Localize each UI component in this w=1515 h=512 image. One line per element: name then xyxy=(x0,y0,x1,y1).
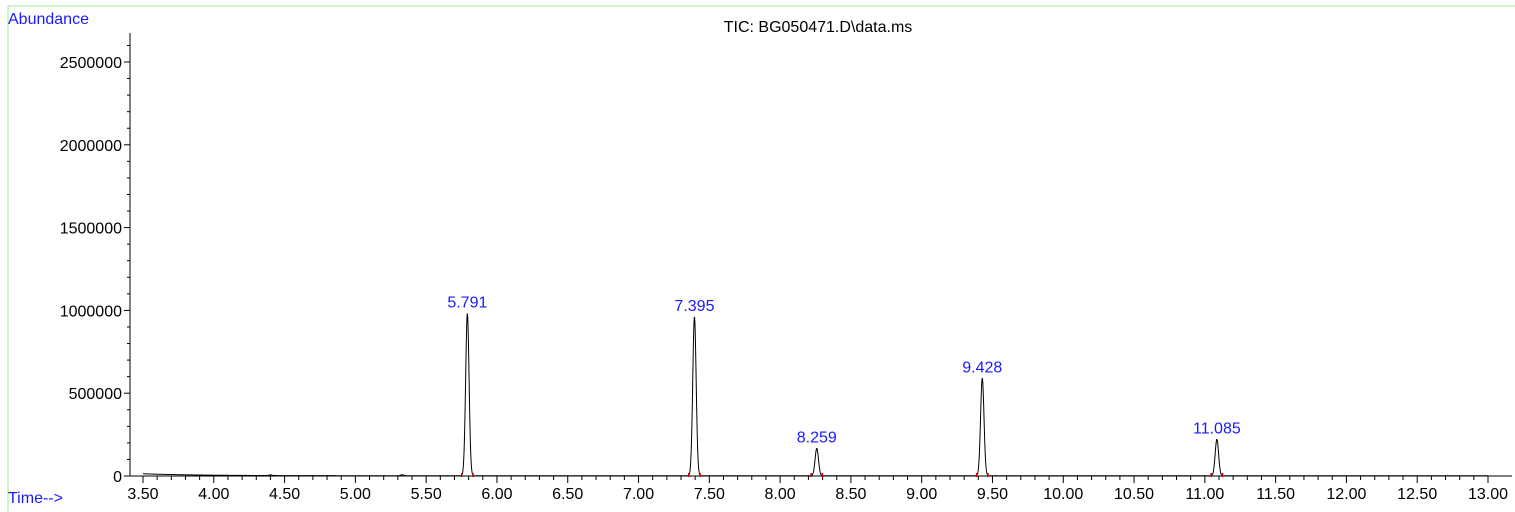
axes: 0 500000 1000000 1500000 2000000 2500000 3.50 4… xyxy=(60,33,1512,503)
x-axis-label: Time--> xyxy=(8,490,63,507)
tic-trace-line xyxy=(142,313,1488,477)
chart-frame xyxy=(7,5,1515,512)
x-tick-label: 8.50 xyxy=(835,486,866,503)
x-tick-label: 4.50 xyxy=(269,486,300,503)
x-tick-label: 5.00 xyxy=(340,486,371,503)
labels: Abundance TIC: BG050471.D\data.ms Time--… xyxy=(8,11,912,507)
y-tick-label: 1500000 xyxy=(60,221,122,238)
x-tick-label: 10.50 xyxy=(1114,486,1154,503)
x-tick-label: 5.50 xyxy=(411,486,442,503)
y-tick-label: 2000000 xyxy=(60,138,122,155)
x-tick-label: 7.50 xyxy=(694,486,725,503)
x-tick-label: 8.00 xyxy=(765,486,796,503)
x-tick-label: 11.00 xyxy=(1185,486,1224,503)
y-tick-label: 500000 xyxy=(69,386,122,403)
x-tick-label: 11.50 xyxy=(1256,486,1295,503)
chart-title: TIC: BG050471.D\data.ms xyxy=(724,19,913,36)
peak-label: 9.428 xyxy=(962,359,1002,376)
x-tick-label: 12.50 xyxy=(1397,486,1437,503)
x-tick-label: 6.00 xyxy=(481,486,512,503)
x-tick-label: 13.00 xyxy=(1468,486,1508,503)
x-tick-label: 4.00 xyxy=(198,486,229,503)
y-tick-label: 0 xyxy=(113,469,122,486)
peak-label: 5.791 xyxy=(447,295,487,312)
peak-label: 8.259 xyxy=(797,430,837,447)
tic-trace xyxy=(142,313,1488,477)
baseline-markers: 5.791 7.395 8.259 9.428 11.085 xyxy=(447,295,1241,477)
x-tick-label: 9.00 xyxy=(906,486,937,503)
y-tick-label: 2500000 xyxy=(60,55,122,72)
x-tick-label: 7.00 xyxy=(623,486,654,503)
x-tick-label: 10.00 xyxy=(1043,486,1083,503)
x-tick-label: 3.50 xyxy=(127,486,158,503)
peak-label: 7.395 xyxy=(674,298,714,315)
y-axis-label: Abundance xyxy=(8,11,89,28)
peak-label: 11.085 xyxy=(1193,421,1241,438)
x-tick-label: 9.50 xyxy=(977,486,1008,503)
x-tick-label: 12.00 xyxy=(1326,486,1366,503)
y-tick-label: 1000000 xyxy=(60,303,122,320)
x-tick-label: 6.50 xyxy=(552,486,583,503)
